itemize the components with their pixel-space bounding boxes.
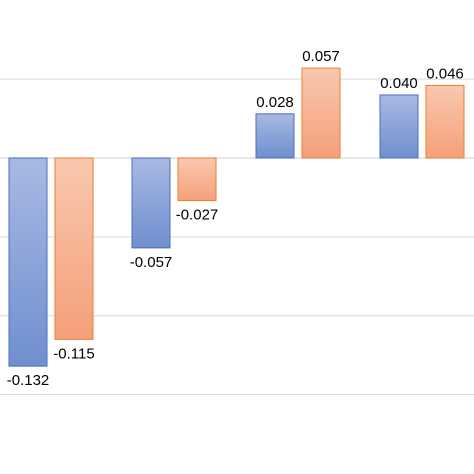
data-label: -0.115: [53, 345, 94, 362]
bar-series-1-cat-2: [131, 157, 171, 249]
data-label: 0.040: [380, 75, 418, 92]
bar-series-1-cat-3: [255, 113, 295, 159]
bars: [8, 67, 465, 367]
bar-series-1-cat-4: [379, 94, 419, 159]
data-label: 0.028: [256, 94, 294, 111]
data-label: -0.027: [176, 207, 219, 224]
data-label: -0.132: [7, 372, 50, 389]
bar-series-1-cat-1: [8, 157, 48, 367]
data-label: 0.057: [302, 48, 340, 65]
data-labels: -0.132 -0.057 0.028 0.040 -0.115 -0.027 0.057 0…: [7, 48, 464, 389]
bar-series-2-cat-4: [425, 84, 465, 159]
bar-series-2-cat-3: [301, 67, 341, 159]
bar-series-2-cat-1: [54, 157, 94, 340]
bar-series-2-cat-2: [177, 157, 217, 202]
data-label: -0.057: [130, 254, 173, 271]
data-label: 0.046: [426, 65, 464, 82]
